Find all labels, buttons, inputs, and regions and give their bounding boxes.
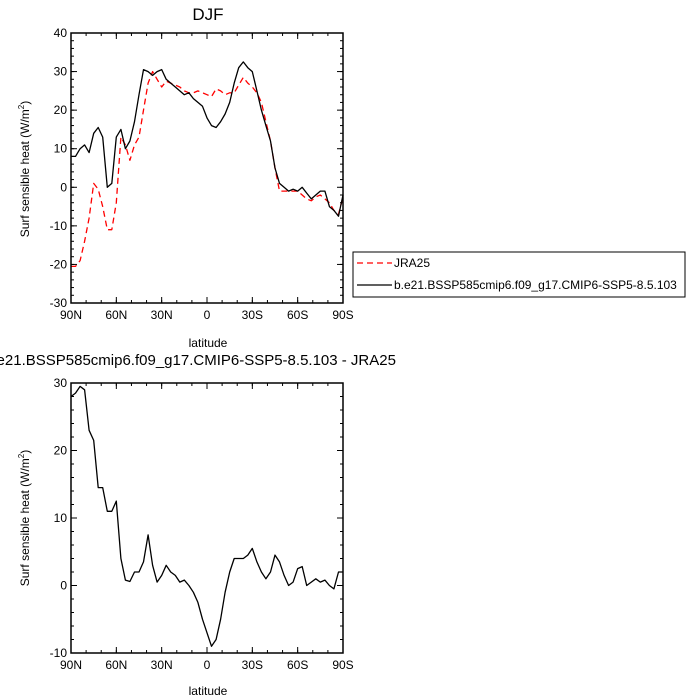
bottom-chart-y-tick-label: 30 [54, 376, 68, 390]
top-chart-x-tick-label: 60N [105, 308, 127, 322]
bottom-chart-x-tick-label: 30S [242, 658, 263, 672]
bottom-chart-y-tick-label: 20 [54, 444, 68, 458]
bottom-chart-x-tick-label: 90N [60, 658, 82, 672]
top-chart-y-tick-label: 20 [54, 103, 68, 117]
top-chart-x-tick-label: 30S [242, 308, 263, 322]
bottom-chart-x-tick-label: 90S [332, 658, 353, 672]
top-chart-x-tick-label: 60S [287, 308, 308, 322]
top-chart-y-axis-label-main: Surf sensible heat (W/m [18, 109, 32, 237]
bottom-chart-title: b.e21.BSSP585cmip6.f09_g17.CMIP6-SSP5-8.… [0, 352, 396, 369]
bottom-chart-frame [70, 382, 344, 654]
bottom-chart-y-tick-label: -10 [50, 646, 68, 660]
top-chart-series [71, 61, 344, 268]
top-chart-legend: JRA25 b.e21.BSSP585cmip6.f09_g17.CMIP6-S… [352, 251, 686, 298]
top-chart-series-line-1 [71, 61, 344, 217]
top-chart-y-axis-label-superscript: 2 [17, 104, 26, 109]
bottom-chart-y-tick-label: 10 [54, 511, 68, 525]
top-chart-series-line-0 [71, 70, 344, 268]
top-chart-x-tick-label: 90N [60, 308, 82, 322]
top-chart-x-axis-label: latitude [189, 336, 228, 350]
legend-label-model: b.e21.BSSP585cmip6.f09_g17.CMIP6-SSP5-8.… [394, 278, 677, 292]
bottom-chart-series-line-0 [70, 385, 343, 647]
top-chart-frame [70, 32, 344, 304]
top-chart-x-tick-label: 0 [204, 308, 211, 322]
bottom-chart-series [70, 385, 343, 647]
bottom-chart-y-axis-label-superscript: 2 [17, 453, 26, 458]
top-chart-title: DJF [192, 5, 223, 24]
top-chart-y-tick-label: 40 [54, 26, 68, 40]
bottom-chart-y-axis-label-main: Surf sensible heat (W/m [18, 458, 32, 586]
legend-label-jra25: JRA25 [394, 256, 430, 270]
bottom-chart-y-tick-label: 0 [60, 579, 67, 593]
top-chart-y-axis-label-close: ) [18, 101, 32, 105]
top-chart-y-axis-label: Surf sensible heat (W/m2) [17, 101, 32, 238]
top-chart-x-tick-label: 90S [332, 308, 353, 322]
bottom-chart-x-tick-label: 0 [204, 658, 211, 672]
legend-box [352, 251, 686, 298]
top-chart-y-tick-label: 0 [60, 180, 67, 194]
top-chart-axis-ticks: 90N 60N 30N 0 30S 60S 90S -30 -20 -10 0 10 20 30 40 [50, 26, 354, 322]
top-chart-y-tick-label: 30 [54, 65, 68, 79]
top-chart-y-tick-label: -10 [50, 219, 68, 233]
top-chart: DJF latitude Surf sensible heat (W/m2) 9… [17, 5, 686, 350]
bottom-chart-y-axis-label: Surf sensible heat (W/m2) [17, 450, 32, 587]
bottom-chart-x-tick-label: 60N [105, 658, 127, 672]
top-chart-y-tick-label: -30 [50, 296, 68, 310]
bottom-chart-x-axis-label: latitude [189, 684, 228, 698]
bottom-chart-x-tick-label: 60S [287, 658, 308, 672]
top-chart-x-tick-label: 30N [151, 308, 173, 322]
bottom-chart: b.e21.BSSP585cmip6.f09_g17.CMIP6-SSP5-8.… [0, 352, 396, 698]
top-chart-y-tick-label: 10 [54, 142, 68, 156]
bottom-chart-y-axis-label-close: ) [18, 450, 32, 454]
bottom-chart-x-tick-label: 30N [151, 658, 173, 672]
top-chart-y-tick-label: -20 [50, 257, 68, 271]
bottom-chart-axis-ticks: 90N 60N 30N 0 30S 60S 90S -10 0 10 20 30 [50, 376, 354, 672]
